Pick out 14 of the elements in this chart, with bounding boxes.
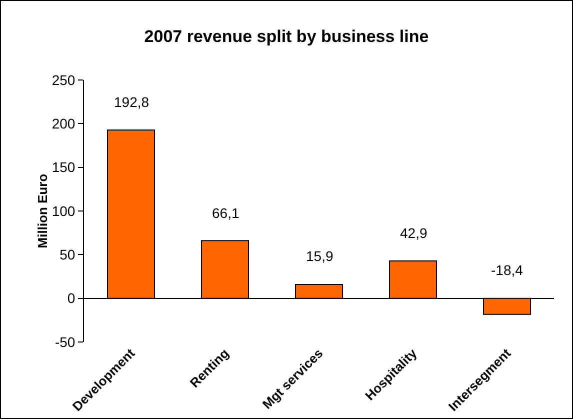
y-tick-label: 250 <box>52 72 76 88</box>
y-tick-label: 100 <box>52 202 76 219</box>
data-label: 42,9 <box>400 225 428 241</box>
y-tick-label: 200 <box>52 116 76 132</box>
chart-title: 2007 revenue split by business line <box>144 27 429 46</box>
y-tick-label: 50 <box>60 246 76 263</box>
y-axis-title: Million Euro <box>34 174 50 248</box>
data-label: 15,9 <box>306 248 334 264</box>
y-tick-label: 150 <box>52 159 76 176</box>
data-label: 192,8 <box>114 94 150 110</box>
data-label: 66,1 <box>212 205 240 221</box>
data-label: -18,4 <box>491 262 524 278</box>
y-tick-label: 0 <box>67 290 76 306</box>
y-tick-label: -50 <box>54 334 76 350</box>
